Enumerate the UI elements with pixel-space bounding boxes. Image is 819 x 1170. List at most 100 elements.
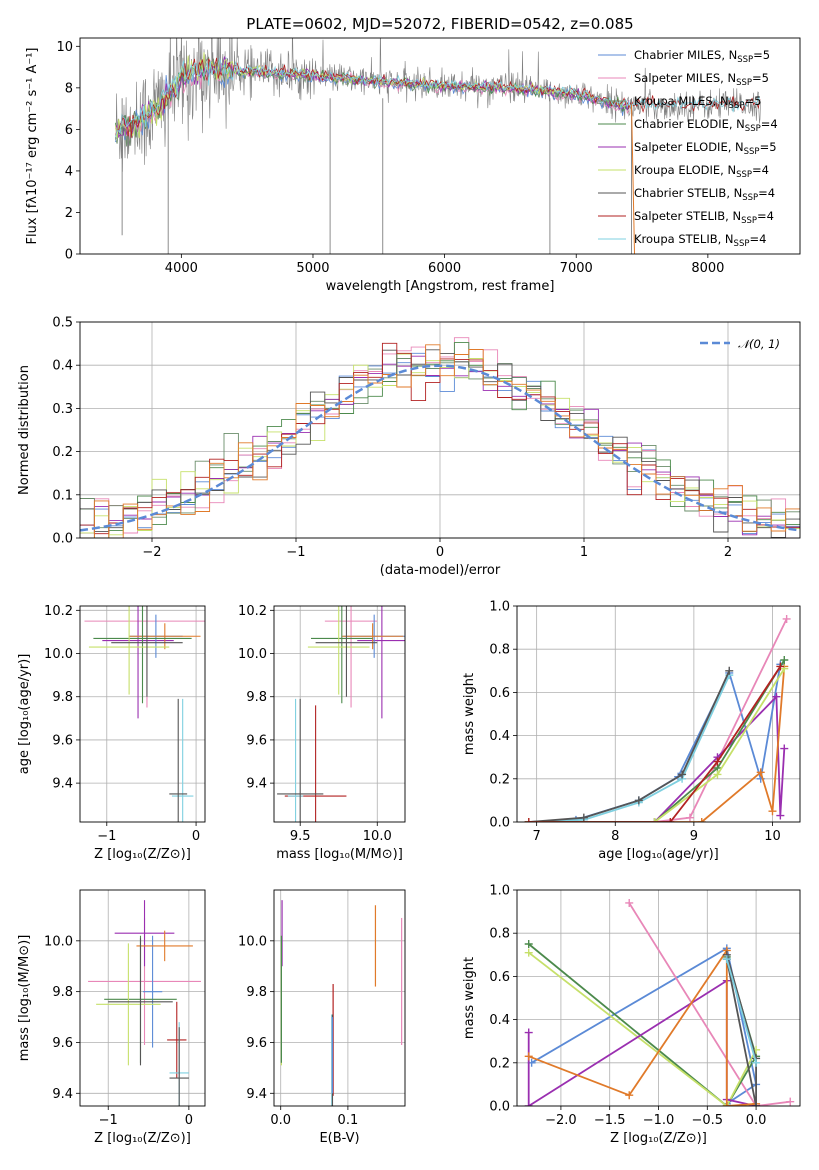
weight-point — [776, 811, 785, 820]
x-tick-label: 9.5 — [290, 829, 311, 844]
plot-area — [524, 614, 791, 822]
weight-point — [722, 955, 731, 964]
legend-label: Chabrier ELODIE, NSSP=4 — [634, 117, 778, 134]
panel-age-mass: 9.5 10.0 9.4 9.6 9.8 10.0 10.2 mass [log₁₀(M/M⊙… — [238, 604, 406, 862]
x-tick-label: 9 — [690, 829, 698, 844]
legend-label-main: Chabrier STELIB, N — [634, 186, 742, 200]
plot-area — [524, 898, 795, 1106]
plot-area — [88, 900, 201, 1106]
y-axis-label: mass weight — [462, 957, 477, 1039]
axes-frame — [516, 605, 801, 823]
y-tick-label: 0.4 — [52, 359, 73, 374]
x-tick-label: 1 — [580, 545, 588, 560]
x-tick-label: 6000 — [428, 261, 461, 276]
weight-series-line — [528, 664, 782, 822]
x-tick-label: 7000 — [560, 261, 593, 276]
plot-area — [80, 337, 800, 538]
weight-series-line — [528, 668, 786, 822]
model-spectrum — [115, 57, 761, 138]
y-tick-label: 8 — [65, 81, 73, 96]
y-tick-label: 0.2 — [489, 1056, 510, 1071]
x-tick-label: −1 — [97, 829, 116, 844]
weight-point — [625, 898, 634, 907]
y-tick-label: 0.8 — [489, 643, 510, 658]
y-tick-label: 0.0 — [489, 816, 510, 831]
y-tick-label: 10 — [56, 40, 73, 55]
x-tick-label: −1 — [286, 545, 305, 560]
weight-point — [524, 948, 533, 957]
panel-mass-EBV: 0.0 0.1 9.4 9.6 9.8 10.0 E(B-V) — [238, 889, 406, 1146]
x-tick-label: 0.1 — [338, 1113, 359, 1128]
weight-series-line — [528, 947, 757, 1106]
panel-mass-Z: −1 0 9.4 9.6 9.8 10.0 Z [log₁₀(Z/Z⊙)] mass [log… — [17, 889, 206, 1146]
legend-label: Salpeter MILES, NSSP=5 — [634, 71, 769, 88]
y-tick-label: 0 — [65, 248, 73, 263]
panel-residuals: −2 −1 0 1 2 0.0 0.1 0.2 0.3 0.4 0.5 (data-model)/er… — [17, 316, 801, 578]
model-spectrum — [115, 57, 761, 138]
axes-frame — [79, 889, 206, 1107]
axes-frame — [79, 321, 801, 539]
legend-label-main: Salpeter MILES, N — [634, 71, 736, 85]
x-tick-label: 0 — [192, 829, 200, 844]
y-tick-label: 9.4 — [246, 777, 267, 792]
x-tick-label: 10.0 — [363, 829, 392, 844]
model-edge — [631, 104, 636, 254]
x-tick-label: −1.0 — [643, 1113, 675, 1128]
y-tick-label: 9.8 — [246, 690, 267, 705]
x-tick-label: 0.0 — [746, 1113, 767, 1128]
legend-label-sub: SSP — [736, 78, 752, 88]
x-axis-label: (data-model)/error — [380, 563, 501, 578]
legend-label: Kroupa ELODIE, NSSP=4 — [634, 163, 769, 180]
legend-label-sub: SSP — [737, 55, 753, 65]
weight-point — [756, 768, 765, 777]
legend-label-sub: SSP — [744, 147, 760, 157]
legend-label-main: Chabrier ELODIE, N — [634, 117, 745, 131]
legend-label-suffix: =5 — [752, 71, 769, 85]
figure-title: PLATE=0602, MJD=52072, FIBERID=0542, z=0… — [246, 15, 633, 33]
panel-massweight-Z: −2.0 −1.5 −1.0 −0.5 0.0 0.0 0.2 0.4 0.6 0.8 1.0 Z [… — [462, 884, 801, 1146]
legend-label-suffix: =5 — [760, 140, 777, 154]
weight-series-line — [528, 943, 758, 1106]
axes-frame — [79, 37, 801, 255]
y-axis-label: mass weight — [462, 673, 477, 755]
legend-label: Chabrier STELIB, NSSP=4 — [634, 186, 775, 203]
x-axis-label: Z [log₁₀(Z/Z⊙)] — [610, 1131, 707, 1146]
x-axis-label: age [log₁₀(age/yr)] — [598, 847, 719, 862]
weight-point — [524, 940, 533, 948]
weight-series-line — [528, 659, 786, 822]
x-tick-label: −1 — [99, 1113, 118, 1128]
legend-label-sub: SSP — [742, 193, 758, 203]
x-axis-label: E(B-V) — [319, 1131, 359, 1146]
y-tick-label: 0.2 — [52, 445, 73, 460]
weight-point — [666, 818, 675, 822]
y-axis-label: Flux [fλ10⁻¹⁷ erg cm⁻² s⁻¹ A⁻¹] — [25, 48, 40, 245]
y-tick-label: 1.0 — [489, 600, 510, 615]
legend-label-main: Salpeter STELIB, N — [634, 209, 741, 223]
y-tick-label: 9.6 — [52, 1036, 73, 1051]
residual-histogram — [80, 344, 800, 538]
legend-label-sub: SSP — [729, 101, 745, 111]
weight-point — [697, 818, 706, 822]
y-tick-label: 0.4 — [489, 1013, 510, 1028]
axes-frame — [516, 889, 801, 1107]
y-tick-label: 0.0 — [489, 1100, 510, 1115]
y-tick-label: 9.4 — [52, 1087, 73, 1102]
legend-label-sub: SSP — [734, 239, 750, 249]
y-tick-label: 0.2 — [489, 772, 510, 787]
axes-frame — [273, 605, 406, 823]
weight-point — [634, 796, 643, 805]
plot-area — [84, 606, 205, 822]
weight-point — [752, 1058, 761, 1067]
x-axis-label: Z [log₁₀(Z/Z⊙)] — [94, 1131, 191, 1146]
legend-label-main: Kroupa STELIB, N — [634, 232, 734, 246]
y-tick-label: 0.1 — [52, 488, 73, 503]
y-tick-label: 9.8 — [52, 690, 73, 705]
weight-point — [579, 813, 588, 822]
y-axis-label: Normed distribution — [17, 365, 32, 495]
x-tick-label: 10 — [764, 829, 781, 844]
x-tick-label: 8 — [611, 829, 619, 844]
legend: 𝒩(0, 1) — [700, 337, 780, 351]
x-axis-label: mass [log₁₀(M/M⊙)] — [276, 847, 403, 862]
